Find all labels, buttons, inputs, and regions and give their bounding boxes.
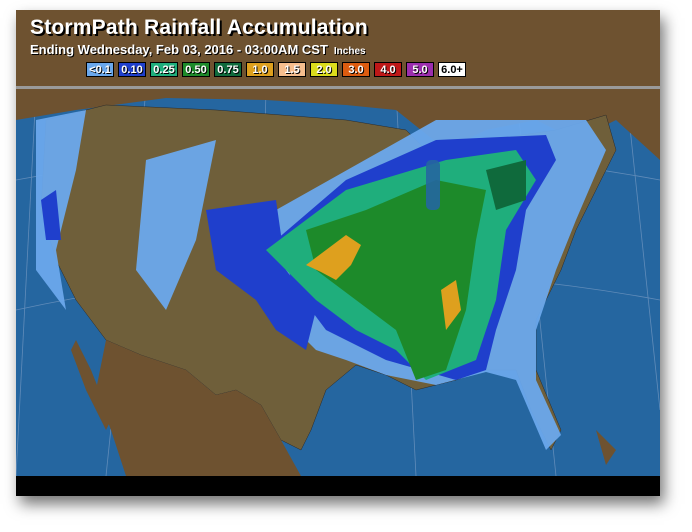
- canada-landmass: [16, 86, 660, 160]
- valid-time: Ending Wednesday, Feb 03, 2016 - 03:00AM…: [30, 42, 328, 57]
- legend-swatch: 4.0: [374, 62, 402, 77]
- great-lakes: [426, 160, 440, 210]
- rainfall-map: [16, 86, 660, 476]
- legend-swatch: 5.0: [406, 62, 434, 77]
- legend-swatch: 0.50: [182, 62, 210, 77]
- legend-swatch: 3.0: [342, 62, 370, 77]
- bottom-bar: [16, 476, 660, 496]
- legend-swatch: 0.75: [214, 62, 242, 77]
- rainfall-map-frame: StormPath Rainfall Accumulation Ending W…: [16, 10, 660, 496]
- rain-0.50-area: [306, 180, 486, 380]
- map-subtitle: Ending Wednesday, Feb 03, 2016 - 03:00AM…: [30, 42, 366, 57]
- rain-1.0-area: [306, 235, 461, 330]
- legend-swatch: 0.25: [150, 62, 178, 77]
- map-title: StormPath Rainfall Accumulation: [30, 16, 368, 39]
- units-label: Inches: [333, 46, 366, 57]
- florida-bahamas: [596, 430, 616, 465]
- legend-swatch: 1.0: [246, 62, 274, 77]
- legend-swatch: 6.0+: [438, 62, 466, 77]
- legend-swatch: 1.5: [278, 62, 306, 77]
- legend-swatch: 2.0: [310, 62, 338, 77]
- legend-swatch: <0.1: [86, 62, 114, 77]
- rain-0.75-area: [486, 160, 526, 210]
- legend-swatch: 0.10: [118, 62, 146, 77]
- mexico-landmass: [71, 340, 301, 476]
- map-header: StormPath Rainfall Accumulation Ending W…: [16, 10, 660, 89]
- color-legend: <0.1 0.10 0.25 0.50 0.75 1.0 1.5 2.0 3.0 4.0 5.0 6.…: [86, 62, 466, 77]
